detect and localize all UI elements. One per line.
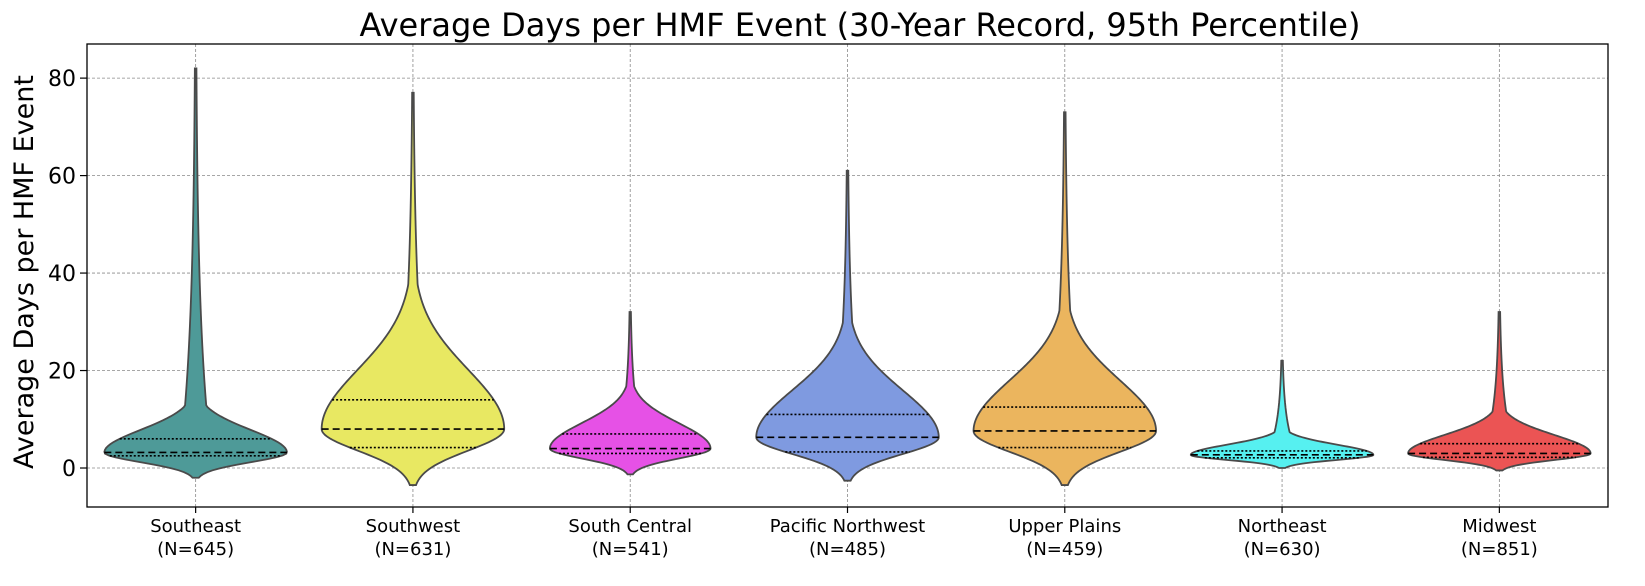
violin-northeast bbox=[1189, 359, 1375, 469]
violin-southeast bbox=[103, 67, 288, 479]
y-tick-label: 80 bbox=[48, 67, 76, 92]
violin-upper-plains bbox=[972, 111, 1157, 486]
x-tick-n-label: (N=851) bbox=[1461, 539, 1538, 560]
x-tick-n-label: (N=485) bbox=[809, 539, 886, 560]
x-tick-label: Midwest bbox=[1462, 516, 1536, 537]
y-tick-label: 0 bbox=[62, 457, 76, 482]
violin-body bbox=[1189, 359, 1375, 469]
violin-body bbox=[103, 67, 288, 479]
x-tick-n-label: (N=630) bbox=[1244, 539, 1321, 560]
y-tick-label: 20 bbox=[48, 360, 76, 385]
chart-title: Average Days per HMF Event (30-Year Reco… bbox=[360, 6, 1361, 44]
x-tick-n-label: (N=541) bbox=[592, 539, 669, 560]
violin-body bbox=[1407, 311, 1592, 472]
y-tick-label: 60 bbox=[48, 165, 76, 190]
violin-pacific-northwest bbox=[755, 169, 940, 482]
violin-body bbox=[972, 111, 1157, 486]
x-tick-n-label: (N=459) bbox=[1026, 539, 1103, 560]
x-tick-n-label: (N=631) bbox=[374, 539, 451, 560]
axis-layer: 0 20 40 60 80 Southeast(N=645) Southwest(N=631… bbox=[48, 43, 1609, 560]
x-tick-label: Southeast bbox=[150, 516, 241, 537]
y-axis-label: Average Days per HMF Event bbox=[9, 75, 40, 469]
x-tick-n-label: (N=645) bbox=[157, 539, 234, 560]
violin-midwest bbox=[1407, 311, 1592, 472]
plot-frame bbox=[86, 43, 1609, 508]
x-tick-label: Pacific Northwest bbox=[770, 516, 926, 537]
violin-body bbox=[755, 169, 940, 482]
violin-south-central bbox=[549, 311, 712, 476]
y-tick-label: 40 bbox=[48, 262, 76, 287]
violin-layer bbox=[103, 67, 1592, 486]
x-tick-label: Northeast bbox=[1238, 516, 1327, 537]
violin-southwest bbox=[320, 91, 506, 486]
x-tick-label: South Central bbox=[568, 516, 692, 537]
violin-body bbox=[320, 91, 506, 486]
violin-body bbox=[549, 311, 712, 476]
x-tick-label: Upper Plains bbox=[1008, 516, 1121, 537]
x-tick-label: Southwest bbox=[366, 516, 461, 537]
